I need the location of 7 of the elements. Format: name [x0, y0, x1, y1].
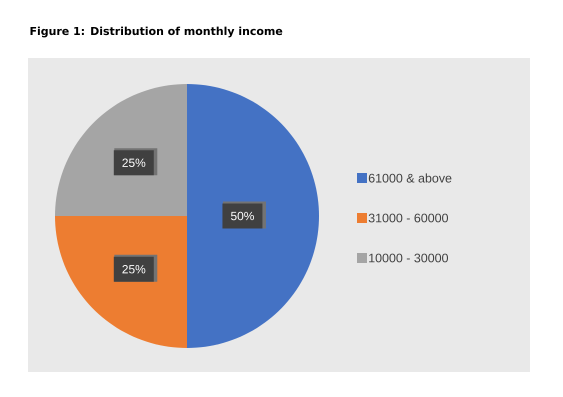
data-label: 25%: [122, 264, 146, 274]
data-label: 25%: [122, 158, 146, 168]
legend-label: 31000 - 60000: [368, 214, 448, 222]
legend-label: 61000 & above: [368, 173, 452, 183]
chart-title: Figure 1: Distribution of monthly income: [30, 26, 282, 38]
legend-label: 10000 - 30000: [369, 254, 448, 262]
data-label: 50%: [230, 212, 254, 220]
